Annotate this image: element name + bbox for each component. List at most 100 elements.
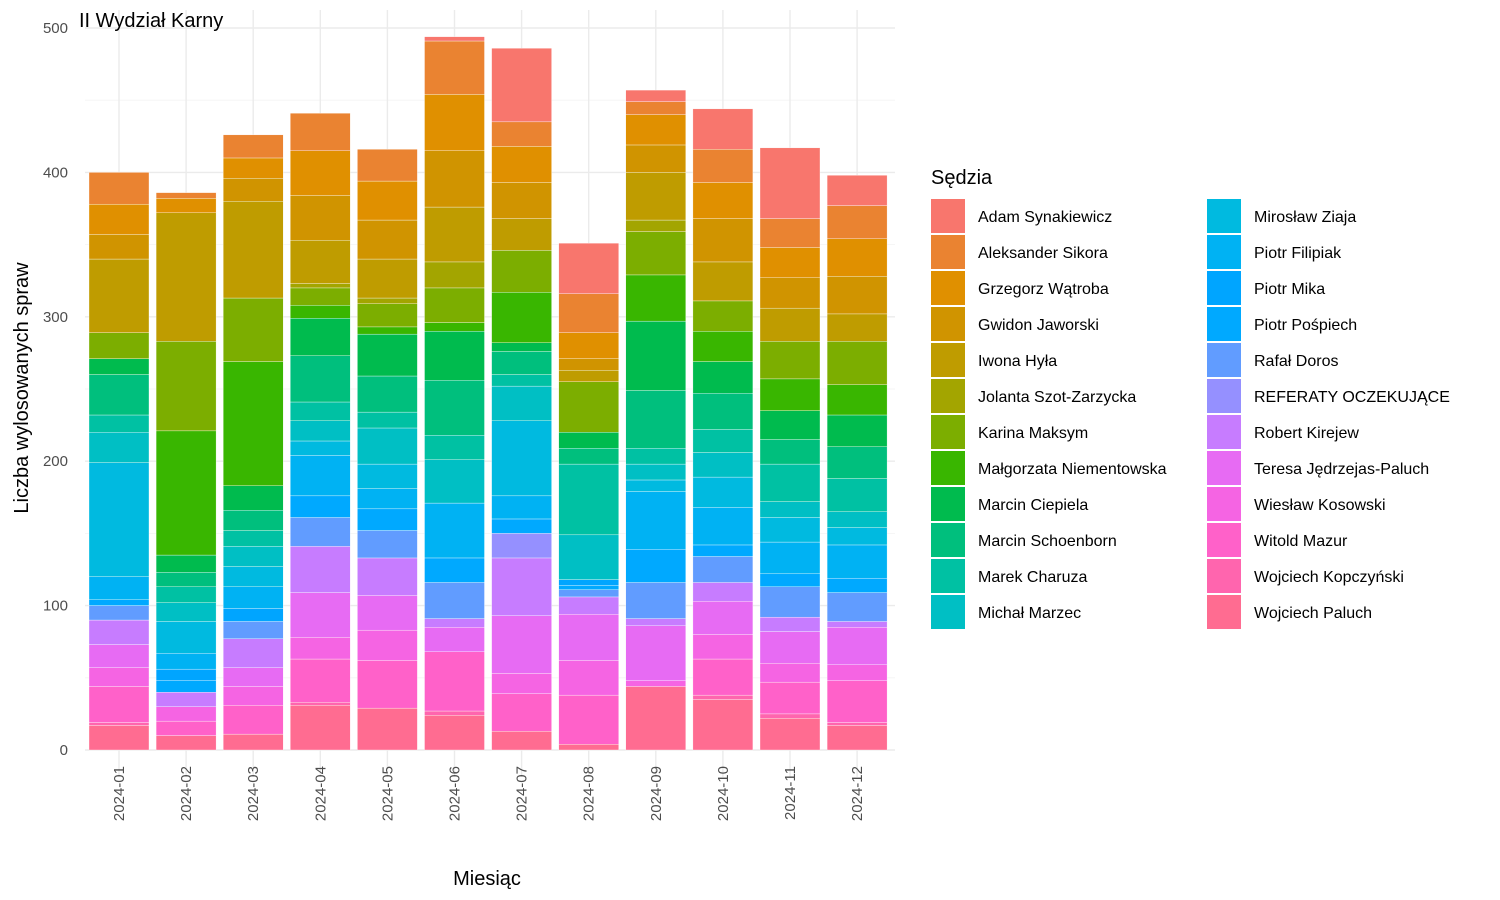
- bar-segment: [692, 556, 754, 583]
- bar-segment: [759, 517, 821, 543]
- bar-segment: [558, 694, 619, 745]
- bar-segment: [625, 320, 686, 391]
- bar-segment: [357, 303, 418, 328]
- legend-label: Piotr Mika: [1254, 281, 1325, 298]
- bar-segment: [491, 557, 552, 616]
- x-tick-label: 2024-04: [312, 766, 329, 821]
- bar-segment: [223, 686, 284, 706]
- bar-segment: [826, 384, 888, 416]
- bar-segment: [826, 621, 888, 628]
- bar-segment: [88, 644, 150, 668]
- bar-segment: [625, 625, 686, 681]
- bar-segment: [826, 527, 888, 546]
- bar-segment: [625, 479, 686, 492]
- bar-segment: [759, 616, 821, 632]
- bar-segment: [357, 629, 418, 661]
- bar-segment: [759, 663, 821, 683]
- bar-segment: [558, 585, 619, 590]
- bar-segment: [290, 318, 351, 356]
- bar-segment: [88, 576, 150, 600]
- bar-segment: [759, 541, 821, 575]
- bar-segment: [692, 429, 754, 453]
- bar-segment: [625, 618, 686, 626]
- bar-segment: [155, 212, 217, 342]
- bar-segment: [558, 596, 619, 615]
- bar-segment: [223, 667, 284, 687]
- bar-segment: [759, 713, 821, 719]
- bar-segment: [357, 258, 418, 299]
- bar-segment: [759, 439, 821, 465]
- bar-segment: [558, 332, 619, 359]
- bar-segment: [357, 488, 418, 510]
- bar-segment: [88, 619, 150, 645]
- bar-segment: [558, 534, 619, 580]
- bar-segment: [155, 430, 217, 556]
- bar-segment: [692, 601, 754, 635]
- bar-segment: [491, 518, 552, 534]
- bar-segment: [357, 508, 418, 531]
- bar-segment: [424, 331, 485, 381]
- y-tick-label: 500: [43, 20, 68, 37]
- bar-segment: [826, 175, 888, 206]
- legend-label: Wojciech Kopczyński: [1254, 569, 1404, 586]
- bar-segment: [826, 478, 888, 512]
- bar-segment: [625, 219, 686, 232]
- bar-segment: [625, 101, 686, 115]
- y-tick-label: 100: [43, 598, 68, 615]
- bar-segment: [290, 150, 351, 196]
- bar-segment: [692, 634, 754, 660]
- bar-segment: [759, 718, 821, 751]
- bar-segment: [424, 627, 485, 652]
- legend-key: [931, 451, 965, 485]
- bar-segment: [826, 664, 888, 681]
- bar-segment: [88, 605, 150, 621]
- bar-segment: [692, 699, 754, 751]
- bar-segment: [692, 182, 754, 219]
- bar-segment: [290, 440, 351, 456]
- legend-label: Aleksander Sikora: [978, 245, 1108, 262]
- bar-segment: [223, 134, 284, 159]
- legend-label: Jolanta Szot-Zarzycka: [978, 389, 1136, 406]
- bar-segment: [223, 297, 284, 362]
- bar-segment: [558, 614, 619, 661]
- bar-segment: [558, 744, 619, 751]
- legend-label: Robert Kirejew: [1254, 425, 1359, 442]
- legend-label: Marcin Schoenborn: [978, 533, 1117, 550]
- bar-segment: [155, 572, 217, 588]
- legend-label: Adam Synakiewicz: [978, 209, 1112, 226]
- bar-segment: [491, 385, 552, 421]
- bar-segment: [558, 448, 619, 465]
- bar-segment: [558, 242, 619, 294]
- legend-key: [931, 379, 965, 413]
- bar-segment: [558, 370, 619, 382]
- bar-segment: [88, 203, 150, 235]
- bar-segment: [558, 579, 619, 586]
- bar-segment: [759, 341, 821, 380]
- bar-segment: [491, 250, 552, 293]
- bar-segment: [491, 121, 552, 147]
- bar-segment: [88, 462, 150, 577]
- bar-segment: [290, 546, 351, 593]
- bar-segment: [223, 621, 284, 639]
- bar-segment: [692, 544, 754, 557]
- bar-segment: [290, 305, 351, 319]
- bar-segment: [424, 435, 485, 460]
- bar-segment: [290, 240, 351, 284]
- legend-label: Małgorzata Niementowska: [978, 461, 1167, 478]
- bar-segment: [491, 374, 552, 387]
- bar-segment: [759, 378, 821, 411]
- legend-label: Marek Charuza: [978, 569, 1087, 586]
- bar-segment: [290, 113, 351, 151]
- bar-segment: [290, 195, 351, 241]
- legend-label: Marcin Ciepiela: [978, 497, 1088, 514]
- bar-segment: [491, 731, 552, 751]
- bar-segment: [625, 491, 686, 550]
- bar-segment: [223, 733, 284, 751]
- bar-segment: [155, 692, 217, 707]
- bar-segment: [155, 192, 217, 199]
- bar-segment: [155, 653, 217, 670]
- bar-segment: [692, 361, 754, 394]
- x-axis-title: Miesiąc: [453, 868, 521, 890]
- bar-segment: [223, 201, 284, 299]
